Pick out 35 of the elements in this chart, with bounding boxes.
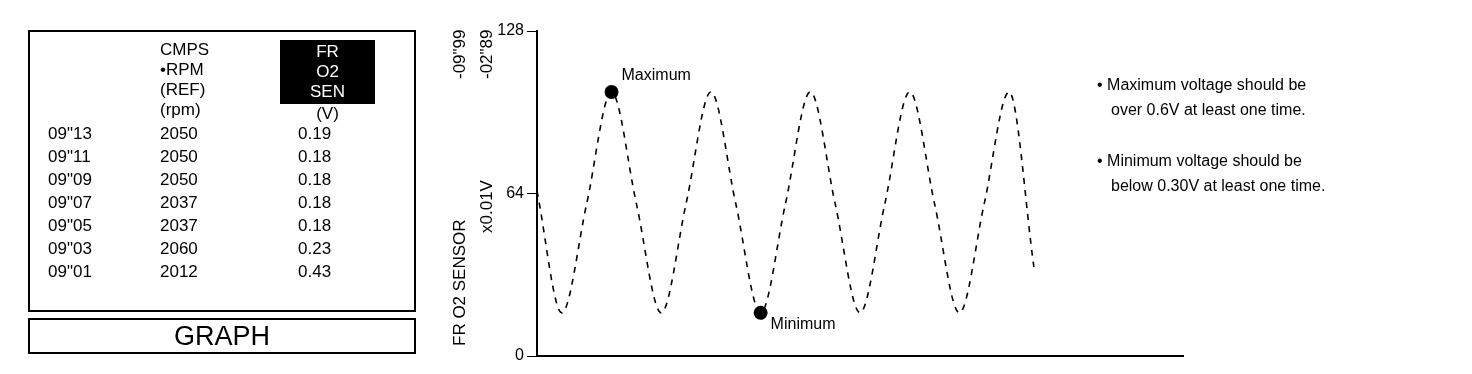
y-tick-label: 64 — [506, 183, 525, 201]
text: 0.23 — [298, 239, 332, 258]
text: -02"89 — [477, 29, 497, 79]
category-label: 09"09 — [48, 170, 92, 189]
annotation: • Maximum voltage should be over 0.6V at least one time. — [1097, 75, 1308, 120]
y-tick-label: 128 — [497, 21, 525, 39]
text: 0.18 — [298, 147, 332, 166]
y-tick-label: 0 — [515, 346, 525, 364]
text: 2037 — [160, 193, 198, 212]
category-label: CMPS •RPM (REF) (rpm) — [160, 40, 211, 120]
annotation: Maximum — [621, 66, 691, 84]
text: 0.43 — [298, 262, 332, 281]
text: 0.18 — [298, 216, 332, 235]
category-label: 09"05 — [48, 216, 92, 235]
text: 0.18 — [298, 170, 332, 189]
category-label: 09"13 — [48, 124, 92, 143]
text: 2050 — [160, 147, 198, 166]
category-label: 09"11 — [48, 147, 91, 166]
annotation: Minimum — [770, 315, 836, 333]
category-label: 09"03 — [48, 239, 92, 258]
text: -09"99 — [450, 29, 470, 79]
text: 0.18 — [298, 193, 332, 212]
text: 2060 — [160, 239, 198, 258]
text: 2050 — [160, 170, 198, 189]
category-label: 09"07 — [48, 193, 92, 212]
y-axis-title: FR O2 SENSOR — [450, 219, 470, 346]
text: 2037 — [160, 216, 198, 235]
text: GRAPH — [28, 318, 416, 354]
text: 2050 — [160, 124, 198, 143]
category-label: FR O2 SEN (V) — [309, 41, 346, 124]
text: 2012 — [160, 262, 198, 281]
text: x0.01V — [477, 179, 497, 233]
annotation: • Minimum voltage should be below 0.30V at least one time. — [1097, 151, 1326, 196]
category-label: 09"01 — [48, 262, 92, 281]
text: 0.19 — [298, 124, 332, 143]
